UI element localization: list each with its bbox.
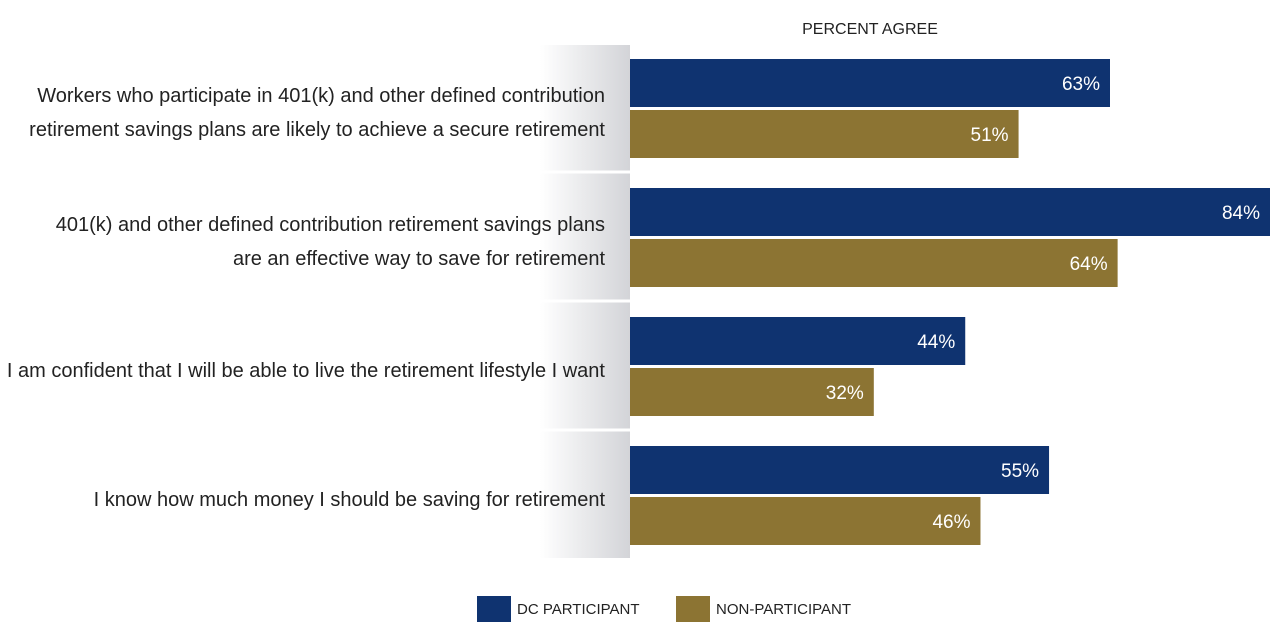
chart-title: PERCENT AGREE <box>802 21 938 38</box>
legend-label-non-participant: NON-PARTICIPANT <box>716 600 852 618</box>
data-label: 32% <box>826 383 864 404</box>
bar-non-participant <box>630 110 1019 158</box>
category-label-line: I know how much money I should be saving… <box>94 489 606 511</box>
bar-chart: PERCENT AGREE 63% 84% 44% 55% 51% 64% 32% 46% W… <box>6 21 1280 558</box>
data-label: 46% <box>932 512 970 533</box>
bar-dc-participant <box>630 188 1270 236</box>
legend-item-non-participant: NON-PARTICIPANT <box>676 596 851 622</box>
legend-swatch-dc-participant <box>477 596 511 622</box>
bar-dc-participant <box>630 446 1050 494</box>
legend-item-dc-participant: DC PARTICIPANT <box>477 596 640 622</box>
category-label-line: Workers who participate in 401(k) and ot… <box>37 85 605 107</box>
legend-label-dc-participant: DC PARTICIPANT <box>517 600 640 618</box>
data-label: 44% <box>917 332 955 353</box>
bars-group: 63% 84% 44% 55% 51% 64% 32% 46% <box>630 59 1270 545</box>
bar-non-participant <box>630 239 1118 287</box>
category-label-line: retirement savings plans are likely to a… <box>29 119 605 141</box>
data-label: 51% <box>971 125 1009 146</box>
category-label-band <box>540 45 1280 558</box>
category-label-line: are an effective way to save for retirem… <box>233 248 605 270</box>
category-labels: Workers who participate in 401(k) and ot… <box>7 85 606 511</box>
data-label: 84% <box>1222 203 1260 224</box>
legend: DC PARTICIPANT NON-PARTICIPANT <box>0 596 1280 626</box>
category-label: 401(k) and other defined contribution re… <box>56 214 606 270</box>
category-label: I am confident that I will be able to li… <box>7 360 606 382</box>
category-label-line: I am confident that I will be able to li… <box>7 360 606 382</box>
data-label: 55% <box>1001 461 1039 482</box>
bar-dc-participant <box>630 59 1110 107</box>
category-label: Workers who participate in 401(k) and ot… <box>29 85 605 141</box>
bar-non-participant <box>630 368 874 416</box>
legend-swatch-non-participant <box>676 596 710 622</box>
data-label: 63% <box>1062 74 1100 95</box>
category-label-line: 401(k) and other defined contribution re… <box>56 214 605 236</box>
bar-dc-participant <box>630 317 966 365</box>
category-label: I know how much money I should be saving… <box>94 489 606 511</box>
bar-non-participant <box>630 497 981 545</box>
data-label: 64% <box>1070 254 1108 275</box>
